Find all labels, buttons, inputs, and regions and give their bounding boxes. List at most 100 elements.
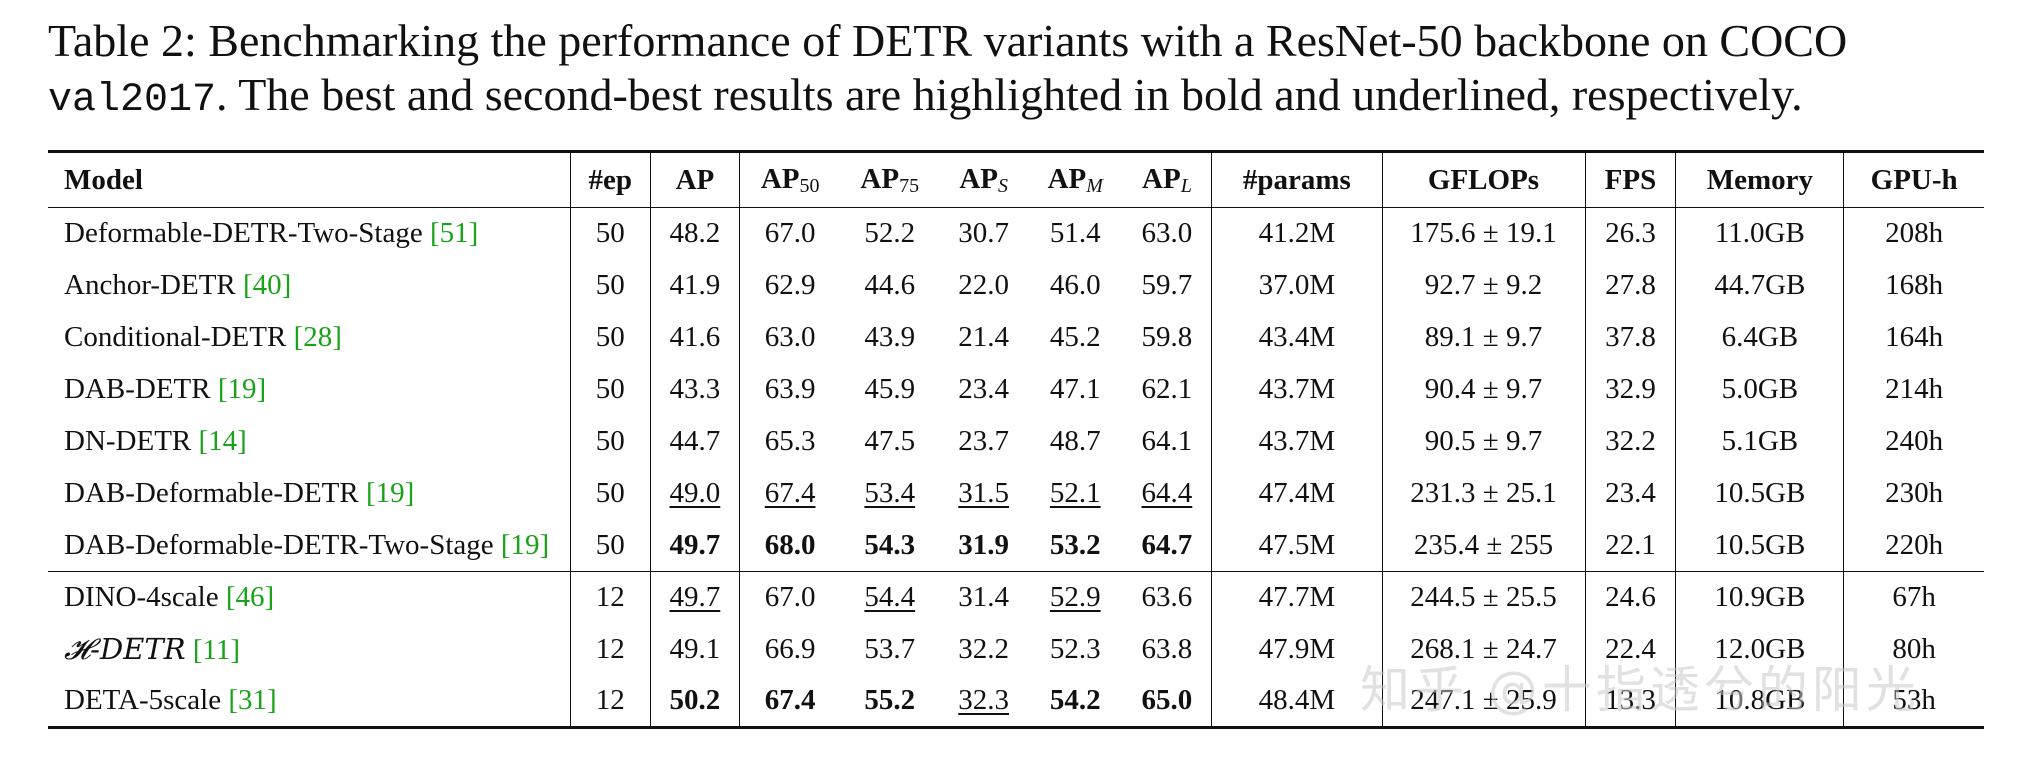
cell-fps: 32.9 [1584,363,1676,416]
cell-aps: 23.4 [958,373,1010,405]
cell-gflops: 268.1 ± 24.7 [1381,623,1585,676]
cell-apm: 52.3 [1049,633,1101,665]
cell-ap: 48.2 [649,207,740,260]
cell-ap75: 47.5 [864,425,916,457]
cell-fps: 27.8 [1584,259,1676,312]
col-ap75-base: AP [860,162,900,195]
citation-link[interactable]: [40] [243,269,292,301]
citation-link[interactable]: [19] [500,528,550,561]
cell-apl: 63.8 [1141,633,1193,665]
cell-ap50: 63.9 [739,363,840,416]
cell-apl: 64.7 [1122,519,1212,572]
col-apm-sub: M [1086,174,1103,197]
col-apm: APM [1027,150,1123,208]
col-apl-sub: L [1180,174,1192,197]
cell-apm: 47.1 [1049,373,1101,405]
cell-aps: 31.5 [940,468,1028,520]
cell-aps: 22.0 [958,269,1010,301]
cell-gpuh: 208h [1843,207,1984,260]
cell-params: 37.0M [1211,259,1382,312]
cell-memory: 10.5GB [1675,519,1844,572]
cell-ap50: 67.4 [739,467,840,520]
cell-ap75: 55.2 [840,675,940,729]
citation-link[interactable]: [31] [228,684,277,717]
cell-ap50: 66.9 [739,623,840,676]
cell-gflops: 247.1 ± 25.9 [1381,675,1585,729]
cell-ap75: 53.7 [864,633,916,665]
table-row: DN-DETR [14] 50 44.7 65.3 47.5 23.7 48.7… [48,415,1984,468]
cell-params: 47.7M [1211,571,1382,624]
cell-params: 41.2M [1211,207,1382,260]
cell-ap75: 43.9 [864,321,916,353]
citation-link[interactable]: [11] [192,634,241,666]
cell-apm: 54.2 [1027,675,1123,729]
citation-link[interactable]: [19] [217,373,267,405]
citation-link[interactable]: [46] [225,581,275,614]
cell-gflops: 92.7 ± 9.2 [1381,259,1585,312]
cell-apm: 52.1 [1028,468,1123,520]
citation-link[interactable]: [14] [198,425,247,457]
cell-aps: 31.4 [958,581,1010,614]
cell-ep: 50 [570,519,651,572]
cell-fps: 26.3 [1584,207,1676,260]
citation-link[interactable]: [19] [366,477,415,509]
col-model: Model [48,150,571,208]
cell-ep: 50 [570,467,651,520]
model-name: DAB-Deformable-DETR-Two-Stage [64,528,494,561]
cell-model: DAB-DETR [19] [48,364,571,416]
cell-ap75: 52.2 [864,217,916,250]
citation-link[interactable]: [28] [293,321,342,353]
cell-ap50: 68.0 [739,519,840,572]
cell-gflops: 235.4 ± 255 [1381,519,1585,572]
second-best-value: 52.1 [1049,477,1101,509]
caption-suffix: . The best and second-best results are h… [216,69,1803,120]
caption-prefix: Table 2: Benchmarking the performance of… [48,15,1848,66]
table-row: DINO-4scale [46] 12 49.7 67.0 54.4 31.4 … [48,571,1984,624]
cell-gflops: 90.4 ± 9.7 [1381,363,1585,416]
cell-fps: 22.4 [1584,623,1676,676]
cell-ap75: 54.3 [840,519,940,572]
cell-aps: 21.4 [958,321,1010,353]
cell-memory: 11.0GB [1675,207,1844,260]
cell-model: 𝓗-DETR [11] [48,624,571,676]
cell-model: DAB-Deformable-DETR [19] [48,468,571,520]
cell-apl: 59.7 [1141,269,1193,301]
col-gpuh: GPU-h [1843,150,1984,208]
cell-apm: 52.9 [1028,572,1123,624]
cell-gpuh: 214h [1843,363,1984,416]
table-row: DETA-5scale [31] 12 50.2 67.4 55.2 32.3 … [48,675,1984,729]
cell-ap50: 67.4 [739,675,840,729]
col-apm-base: AP [1047,162,1087,195]
cell-ap: 49.7 [649,519,740,572]
second-best-value: 52.9 [1049,581,1101,614]
cell-gflops: 90.5 ± 9.7 [1381,415,1585,468]
table-row: Deformable-DETR-Two-Stage [51] 50 48.2 6… [48,207,1984,260]
col-ap50-base: AP [760,162,800,195]
citation-link[interactable]: [51] [429,217,479,250]
cell-aps: 31.9 [939,519,1028,572]
cell-gpuh: 67h [1843,571,1984,624]
cell-ap75: 45.9 [864,373,916,405]
cell-params: 43.4M [1211,311,1382,364]
cell-apm: 46.0 [1049,269,1101,301]
cell-ap50: 67.0 [739,571,840,624]
model-name: DN-DETR [64,425,192,457]
table-row: DAB-Deformable-DETR [19] 50 49.0 67.4 53… [48,467,1984,520]
cell-aps: 30.7 [958,217,1010,250]
table-caption: Table 2: Benchmarking the performance of… [48,14,1988,128]
cell-fps: 23.4 [1584,467,1676,520]
model-name: Deformable-DETR-Two-Stage [64,217,423,250]
cell-ap75: 54.4 [840,572,940,624]
col-gflops: GFLOPs [1381,150,1585,208]
cell-ap50: 67.0 [739,207,840,260]
table-row: 𝓗-DETR [11] 12 49.1 66.9 53.7 32.2 52.3 … [48,623,1984,676]
cell-apl: 59.8 [1141,321,1193,353]
cell-ep: 50 [570,415,651,468]
cell-aps: 32.2 [958,633,1010,665]
cell-apl: 64.1 [1141,425,1193,457]
cell-ap: 49.1 [649,623,740,676]
cell-model: DN-DETR [14] [48,416,571,468]
cell-params: 43.7M [1211,363,1382,416]
second-best-value: 49.7 [669,581,721,614]
second-best-value: 53.4 [864,477,916,509]
